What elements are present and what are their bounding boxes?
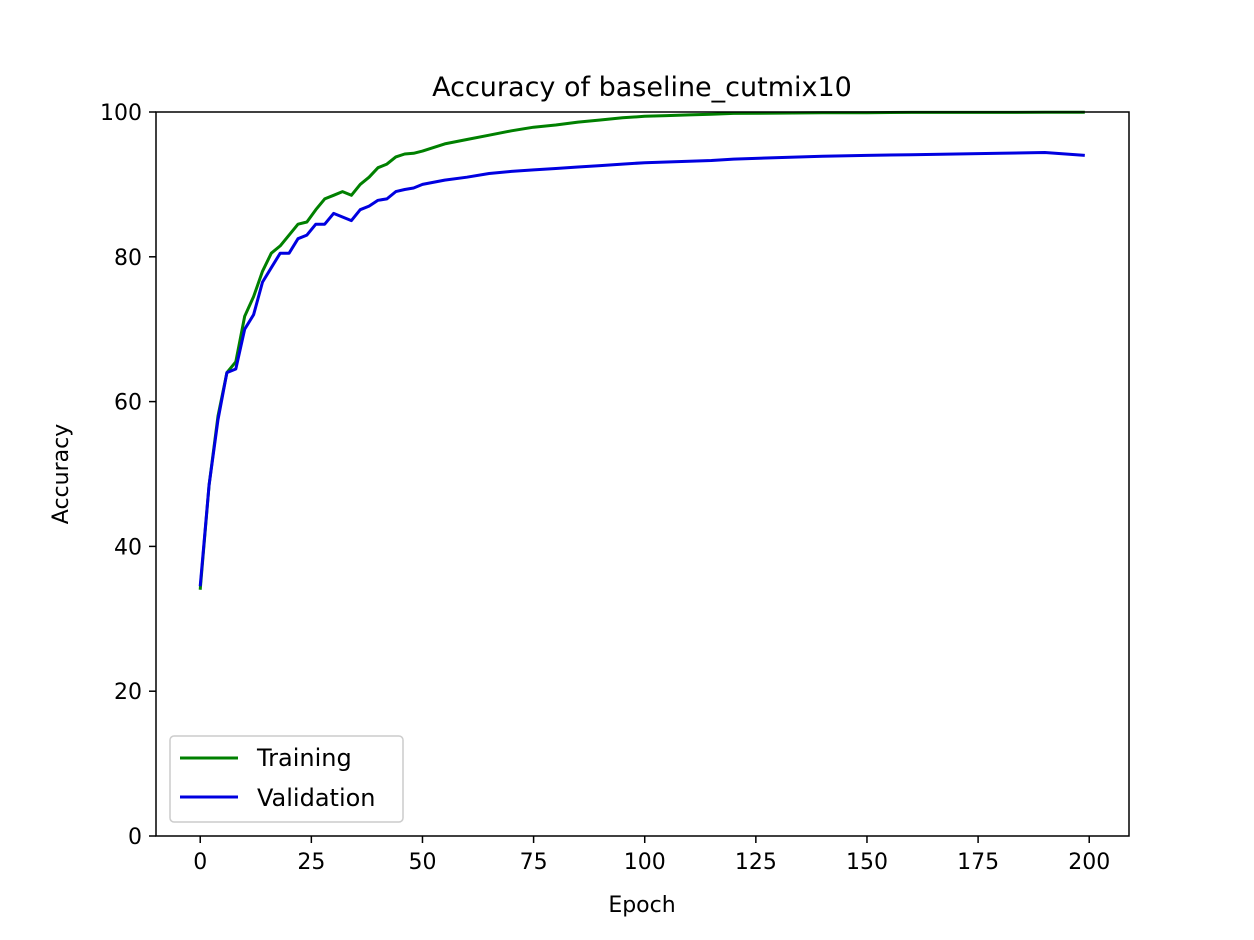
series-line-validation [198, 151, 1085, 587]
x-tick-label: 175 [957, 850, 999, 875]
x-tick-label: 125 [735, 850, 777, 875]
y-tick-label: 100 [100, 101, 142, 126]
chart-title: Accuracy of baseline_cutmix10 [432, 72, 852, 103]
y-tick-label: 60 [114, 391, 142, 416]
x-tick-label: 200 [1068, 850, 1110, 875]
x-tick-label: 100 [624, 850, 666, 875]
series-line-training [198, 110, 1085, 590]
y-tick-label: 20 [114, 680, 142, 705]
x-tick-label: 0 [193, 850, 207, 875]
y-tick-label: 40 [114, 535, 142, 560]
plot-area [198, 110, 1085, 590]
x-tick-label: 50 [408, 850, 436, 875]
x-tick-label: 150 [846, 850, 888, 875]
y-tick-label: 0 [128, 825, 142, 850]
legend-label-training: Training [256, 744, 352, 772]
x-tick-label: 75 [520, 850, 548, 875]
axis-ticks: 0 25 50 75 100 125 150 175 200 0 20 40 60 80 100 [100, 101, 1110, 875]
legend: Training Validation [169, 735, 404, 823]
plot-frame [155, 111, 1130, 837]
y-axis-label: Accuracy [49, 424, 74, 524]
x-axis-label: Epoch [608, 893, 675, 918]
x-tick-label: 25 [297, 850, 325, 875]
legend-label-validation: Validation [257, 784, 376, 812]
y-tick-label: 80 [114, 246, 142, 271]
